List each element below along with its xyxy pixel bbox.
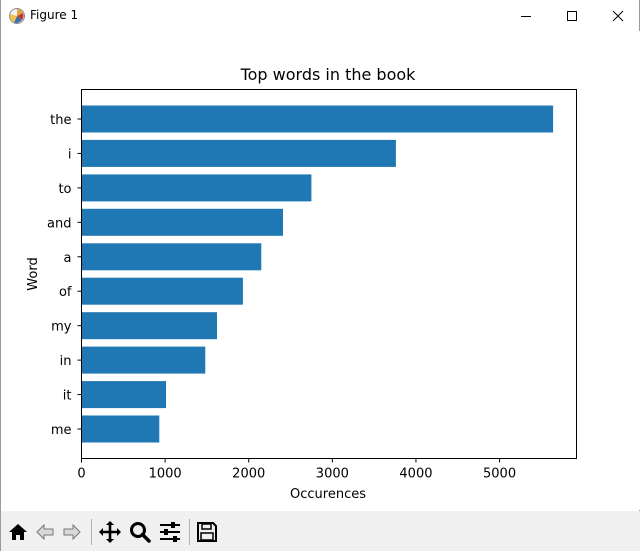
y-tick-label: my <box>51 320 72 335</box>
save-button[interactable] <box>195 520 219 544</box>
y-axis-label: Word <box>26 257 41 290</box>
bar-of <box>81 277 243 305</box>
x-tick-label: 2000 <box>232 467 265 482</box>
move-icon <box>99 521 121 543</box>
zoom-icon <box>130 522 151 543</box>
bar-i <box>81 139 396 167</box>
forward-arrow-icon <box>63 523 81 541</box>
y-tick-label: and <box>47 216 71 231</box>
bar-to <box>81 174 312 202</box>
chart-title: Top words in the book <box>240 65 417 84</box>
x-axis-ticks: 0 1000 2000 3000 4000 5000 <box>77 458 516 482</box>
y-axis-ticks: the i to and a of my in it me <box>47 113 82 438</box>
x-tick-label: 1000 <box>149 467 182 482</box>
bars <box>81 105 554 443</box>
matplotlib-app-icon <box>8 7 26 25</box>
back-button[interactable] <box>33 520 57 544</box>
bar-chart: Top words in the book the i to and a of my in it… <box>26 65 577 502</box>
bar-me <box>81 415 160 443</box>
home-icon <box>9 524 27 540</box>
sliders-icon <box>160 522 180 542</box>
y-tick-label: me <box>51 423 72 438</box>
back-arrow-icon <box>36 523 54 541</box>
figure-canvas[interactable]: Top words in the book the i to and a of my in it… <box>1 31 640 510</box>
minimize-icon <box>521 15 531 17</box>
configure-subplots-button[interactable] <box>158 520 182 544</box>
pan-button[interactable] <box>98 520 122 544</box>
navigation-toolbar <box>1 511 640 551</box>
maximize-button[interactable] <box>549 0 595 31</box>
toolbar-separator <box>91 519 92 545</box>
y-tick-label: a <box>64 251 72 266</box>
close-button[interactable] <box>595 0 641 31</box>
y-tick-label: the <box>50 113 71 128</box>
x-tick-label: 0 <box>77 467 85 482</box>
y-tick-label: to <box>58 182 71 197</box>
bar-it <box>81 381 166 409</box>
y-tick-label: i <box>68 147 72 162</box>
x-tick-label: 4000 <box>399 467 432 482</box>
bar-and <box>81 208 283 236</box>
x-tick-label: 3000 <box>316 467 349 482</box>
bar-a <box>81 243 262 271</box>
x-axis-label: Occurences <box>290 487 366 502</box>
toolbar-separator <box>189 519 190 545</box>
y-tick-label: in <box>60 354 72 369</box>
title-bar[interactable]: Figure 1 <box>1 0 639 31</box>
save-icon <box>197 522 217 542</box>
maximize-icon <box>567 10 577 21</box>
window-title: Figure 1 <box>30 8 79 22</box>
bar-the <box>81 105 554 133</box>
home-button[interactable] <box>6 520 30 544</box>
minimize-button[interactable] <box>503 0 549 31</box>
y-tick-label: of <box>59 285 72 300</box>
plot-area-frame <box>81 89 577 459</box>
forward-button[interactable] <box>60 520 84 544</box>
zoom-button[interactable] <box>128 520 152 544</box>
close-icon <box>612 10 624 21</box>
bar-my <box>81 312 217 340</box>
y-tick-label: it <box>63 389 72 404</box>
bar-in <box>81 346 206 374</box>
x-tick-label: 5000 <box>483 467 516 482</box>
